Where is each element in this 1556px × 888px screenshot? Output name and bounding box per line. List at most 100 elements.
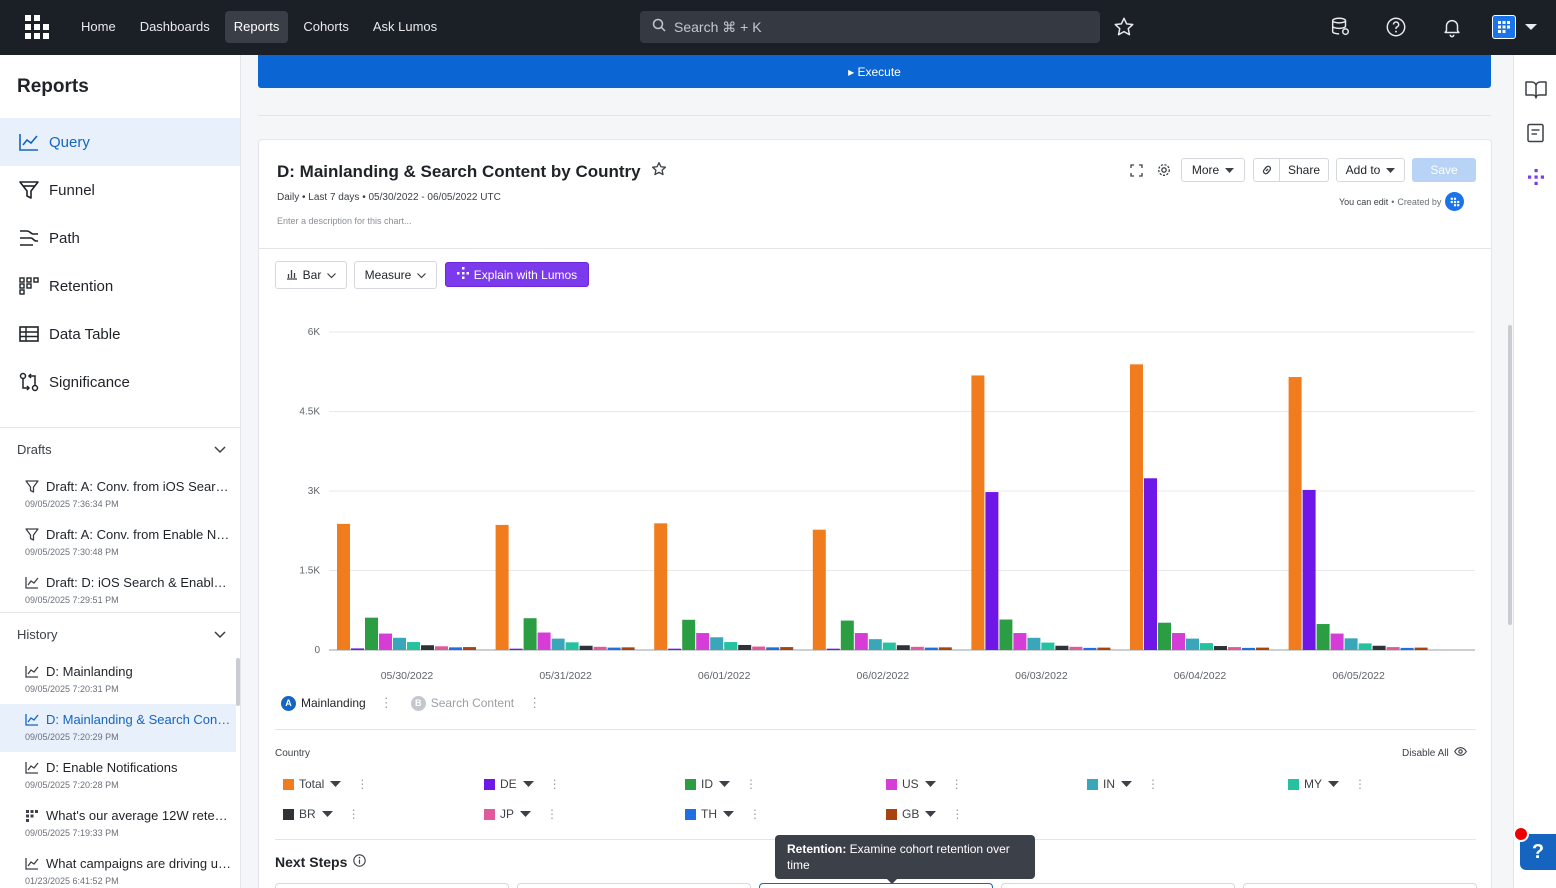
chevron-down-icon[interactable] bbox=[214, 442, 226, 457]
chart-date-range[interactable]: Daily • Last 7 days • 05/30/2022 - 06/05… bbox=[277, 192, 501, 203]
bar-in-3[interactable] bbox=[868, 639, 882, 650]
report-type-query[interactable]: Query bbox=[0, 118, 240, 166]
app-switcher-icon[interactable] bbox=[1492, 15, 1516, 39]
bar-id-0[interactable] bbox=[365, 617, 378, 650]
report-type-retention[interactable]: Retention bbox=[0, 262, 240, 310]
draft-item[interactable]: Draft: D: iOS Search & Enable N... 09/05… bbox=[0, 567, 236, 615]
next-step-card[interactable] bbox=[517, 883, 751, 888]
kebab-icon[interactable]: ⋮ bbox=[951, 807, 964, 821]
sidebar-scrollbar[interactable] bbox=[236, 658, 240, 706]
bar-id-2[interactable] bbox=[682, 619, 696, 650]
bar-us-0[interactable] bbox=[379, 633, 392, 650]
nav-link-cohorts[interactable]: Cohorts bbox=[303, 19, 349, 34]
bar-total-0[interactable] bbox=[337, 523, 350, 650]
color-swatch[interactable] bbox=[886, 808, 897, 820]
color-swatch[interactable] bbox=[484, 778, 495, 790]
measure-dropdown[interactable]: Measure bbox=[354, 261, 437, 289]
add-to-button[interactable]: Add to bbox=[1336, 158, 1405, 182]
bar-th-3[interactable] bbox=[924, 647, 938, 650]
country-filter-my[interactable]: MY ⋮ bbox=[1288, 777, 1366, 791]
bar-th-0[interactable] bbox=[449, 647, 462, 650]
bar-de-3[interactable] bbox=[826, 648, 840, 650]
draft-item[interactable]: Draft: A: Conv. from Enable Noti... 09/0… bbox=[0, 519, 236, 567]
chevron-down-icon[interactable] bbox=[1519, 14, 1543, 40]
event-a-label[interactable]: Mainlanding bbox=[301, 696, 366, 710]
bar-gb-0[interactable] bbox=[463, 647, 476, 650]
bar-jp-1[interactable] bbox=[593, 646, 607, 650]
notes-icon[interactable] bbox=[1524, 121, 1548, 145]
bar-th-5[interactable] bbox=[1242, 647, 1255, 650]
bar-br-2[interactable] bbox=[738, 644, 752, 650]
kebab-icon[interactable]: ⋮ bbox=[379, 695, 393, 710]
bar-my-6[interactable] bbox=[1358, 643, 1372, 650]
caret-down-icon[interactable] bbox=[723, 807, 734, 821]
next-step-card[interactable] bbox=[1001, 883, 1235, 888]
star-icon[interactable] bbox=[1111, 14, 1137, 40]
bar-my-2[interactable] bbox=[724, 642, 738, 650]
event-a-badge[interactable]: A bbox=[281, 695, 296, 711]
bar-total-1[interactable] bbox=[495, 524, 509, 650]
search-input[interactable] bbox=[674, 19, 1074, 35]
chart-title[interactable]: D: Mainlanding & Search Content by Count… bbox=[277, 161, 641, 181]
caret-down-icon[interactable] bbox=[924, 777, 936, 791]
bar-total-6[interactable] bbox=[1288, 377, 1302, 650]
kebab-icon[interactable]: ⋮ bbox=[950, 777, 963, 791]
bar-in-0[interactable] bbox=[393, 637, 406, 650]
caret-down-icon[interactable] bbox=[1328, 777, 1339, 791]
chart-description[interactable]: Enter a description for this chart... bbox=[277, 216, 412, 226]
country-filter-total[interactable]: Total ⋮ bbox=[283, 777, 368, 791]
caret-down-icon[interactable] bbox=[1121, 777, 1132, 791]
fullscreen-icon[interactable] bbox=[1125, 158, 1147, 182]
country-filter-br[interactable]: BR ⋮ bbox=[283, 807, 360, 821]
history-item[interactable]: What campaigns are driving us... 01/23/2… bbox=[0, 848, 236, 888]
info-icon[interactable] bbox=[353, 854, 367, 870]
database-icon[interactable] bbox=[1327, 14, 1353, 40]
caret-down-icon[interactable] bbox=[330, 777, 342, 791]
bar-br-6[interactable] bbox=[1372, 645, 1386, 650]
color-swatch[interactable] bbox=[1087, 778, 1098, 790]
bar-br-3[interactable] bbox=[896, 645, 910, 650]
bar-total-4[interactable] bbox=[971, 375, 985, 650]
report-type-significance[interactable]: Significance bbox=[0, 358, 240, 406]
bar-de-4[interactable] bbox=[985, 492, 999, 650]
history-item[interactable]: D: Mainlanding 09/05/2025 7:20:31 PM bbox=[0, 656, 236, 704]
color-swatch[interactable] bbox=[886, 778, 897, 790]
country-filter-us[interactable]: US ⋮ bbox=[886, 777, 963, 791]
bar-br-0[interactable] bbox=[421, 645, 434, 650]
bar-jp-0[interactable] bbox=[435, 646, 448, 650]
book-icon[interactable] bbox=[1524, 78, 1548, 102]
bar-gb-2[interactable] bbox=[780, 647, 794, 650]
bar-de-5[interactable] bbox=[1144, 478, 1157, 650]
report-type-funnel[interactable]: Funnel bbox=[0, 166, 240, 214]
kebab-icon[interactable]: ⋮ bbox=[528, 695, 542, 710]
color-swatch[interactable] bbox=[1288, 778, 1299, 790]
caret-down-icon[interactable] bbox=[719, 777, 730, 791]
disable-all-button[interactable]: Disable All bbox=[1402, 747, 1467, 759]
bar-de-1[interactable] bbox=[509, 648, 523, 650]
help-icon[interactable] bbox=[1383, 14, 1409, 40]
color-swatch[interactable] bbox=[283, 778, 294, 790]
bar-total-2[interactable] bbox=[654, 523, 668, 650]
chevron-down-icon[interactable] bbox=[214, 627, 226, 642]
bar-in-4[interactable] bbox=[1027, 637, 1041, 650]
lumos-sparkle-icon[interactable] bbox=[1524, 165, 1548, 189]
bar-us-2[interactable] bbox=[696, 633, 710, 650]
country-filter-th[interactable]: TH ⋮ bbox=[685, 807, 761, 821]
bar-total-3[interactable] bbox=[812, 529, 826, 650]
report-type-path[interactable]: Path bbox=[0, 214, 240, 262]
report-type-data-table[interactable]: Data Table bbox=[0, 310, 240, 358]
app-logo-icon[interactable] bbox=[25, 15, 49, 39]
bar-br-5[interactable] bbox=[1214, 646, 1227, 650]
bar-gb-3[interactable] bbox=[938, 647, 952, 650]
more-button[interactable]: More bbox=[1181, 158, 1245, 182]
next-step-card[interactable] bbox=[1243, 883, 1477, 888]
bar-in-6[interactable] bbox=[1344, 638, 1358, 650]
caret-down-icon[interactable] bbox=[925, 807, 937, 821]
bar-th-2[interactable] bbox=[766, 647, 780, 650]
kebab-icon[interactable]: ⋮ bbox=[347, 807, 360, 821]
bar-in-2[interactable] bbox=[710, 637, 724, 650]
bar-jp-3[interactable] bbox=[910, 646, 924, 650]
link-icon[interactable] bbox=[1253, 158, 1279, 182]
kebab-icon[interactable]: ⋮ bbox=[1354, 777, 1366, 791]
bar-jp-6[interactable] bbox=[1386, 647, 1400, 650]
